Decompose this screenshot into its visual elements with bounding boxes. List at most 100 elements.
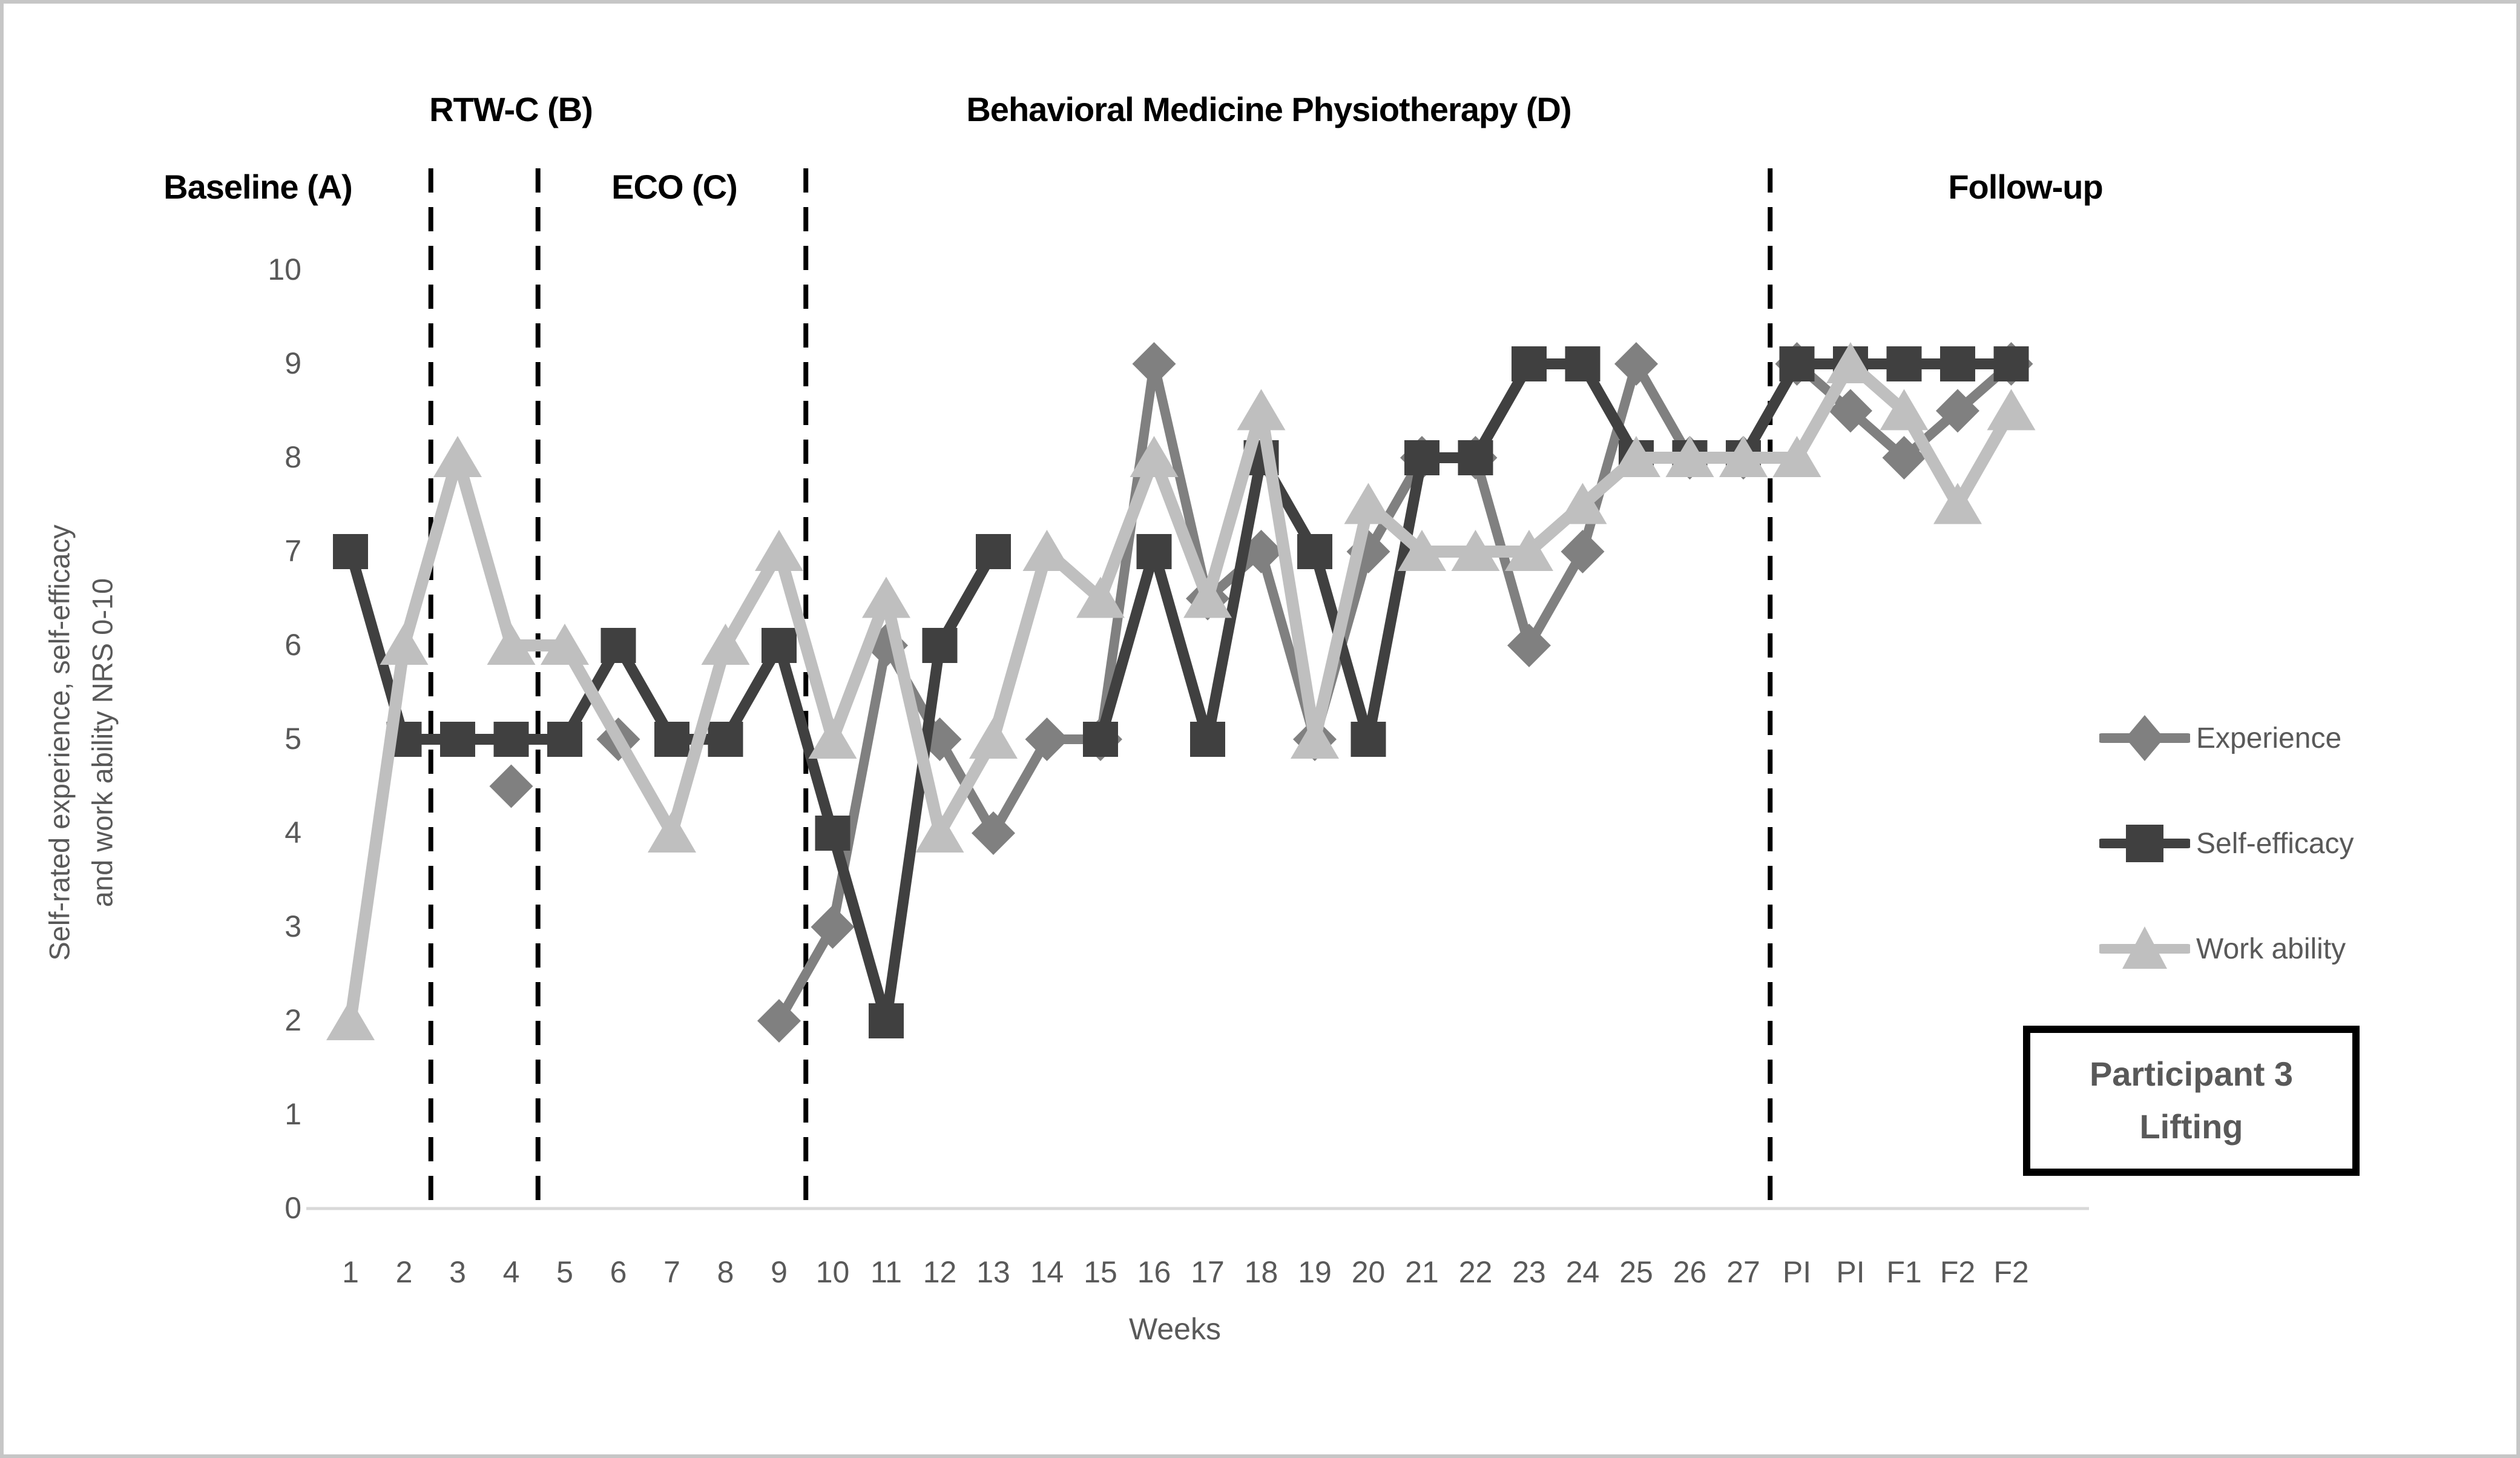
work-ability-triangle-marker xyxy=(755,530,803,571)
x-tick-label: 25 xyxy=(1619,1255,1653,1289)
x-tick-label: 15 xyxy=(1084,1255,1117,1289)
work-ability-triangle-marker xyxy=(1398,530,1446,571)
work-ability-triangle-marker xyxy=(1130,436,1179,477)
x-tick-label: 21 xyxy=(1405,1255,1439,1289)
work-ability-triangle-marker xyxy=(1665,436,1714,477)
work-ability-triangle-marker xyxy=(1344,483,1393,524)
self-efficacy-square-marker xyxy=(1136,534,1172,569)
phase-label-followup: Follow-up xyxy=(1948,168,2103,206)
work-ability-triangle-marker xyxy=(969,717,1018,759)
x-tick-label: 3 xyxy=(449,1255,466,1289)
work-ability-triangle-marker xyxy=(1022,530,1071,571)
work-ability-triangle-marker xyxy=(1451,530,1500,571)
experience-diamond-marker xyxy=(972,811,1015,855)
experience-diamond-marker xyxy=(757,999,801,1043)
work-ability-triangle-marker xyxy=(541,624,589,665)
work-ability-triangle-marker xyxy=(380,624,429,665)
work-ability-triangle-marker xyxy=(648,811,696,853)
self-efficacy-line xyxy=(1095,358,2017,745)
work-ability-triangle-marker xyxy=(1826,342,1875,383)
self-efficacy-square-marker xyxy=(1779,346,1815,381)
y-tick-label: 9 xyxy=(285,346,301,380)
experience-diamond-marker xyxy=(489,764,533,808)
x-tick-label: 10 xyxy=(816,1255,850,1289)
x-tick-label: F2 xyxy=(1993,1255,2028,1289)
x-tick-label: 20 xyxy=(1352,1255,1386,1289)
work-ability-triangle-marker xyxy=(1291,717,1339,759)
experience-diamond-marker xyxy=(1561,530,1605,573)
y-tick-label: 6 xyxy=(285,628,301,662)
x-tick-label: 17 xyxy=(1191,1255,1225,1289)
work-ability-triangle-marker xyxy=(487,624,536,665)
x-tick-label: 12 xyxy=(923,1255,957,1289)
x-tick-label: 5 xyxy=(556,1255,573,1289)
self-efficacy-square-marker xyxy=(654,722,689,757)
self-efficacy-square-marker xyxy=(815,816,850,851)
work-ability-triangle-marker xyxy=(326,999,375,1040)
x-tick-label: 2 xyxy=(396,1255,413,1289)
self-efficacy-square-marker xyxy=(869,1003,904,1038)
experience-line xyxy=(774,359,2016,1026)
self-efficacy-square-marker xyxy=(1940,346,1975,381)
x-tick-label: 24 xyxy=(1566,1255,1600,1289)
self-efficacy-line-square-icon xyxy=(2099,825,2190,862)
x-tick-label: 4 xyxy=(503,1255,520,1289)
y-tick-label: 7 xyxy=(285,534,301,568)
x-tick-label: 22 xyxy=(1459,1255,1493,1289)
y-tick-label: 8 xyxy=(285,440,301,474)
experience-diamond-marker xyxy=(1936,389,1979,433)
self-efficacy-square-marker xyxy=(1886,346,1922,381)
x-axis-title: Weeks xyxy=(1129,1312,1221,1346)
experience-line-diamond-icon xyxy=(2099,715,2190,761)
y-axis-title-line1: Self-rated experience, self-efficacy xyxy=(43,524,76,961)
x-tick-label: 26 xyxy=(1673,1255,1707,1289)
self-efficacy-square-marker xyxy=(1512,346,1547,381)
self-efficacy-square-marker xyxy=(333,534,368,569)
work-ability-triangle-marker xyxy=(1772,436,1821,477)
legend-item-self-efficacy: Self-efficacy xyxy=(2099,810,2499,877)
work-ability-triangle-marker xyxy=(1558,483,1607,524)
legend-item-experience: Experience xyxy=(2099,705,2499,771)
self-efficacy-square-marker xyxy=(1458,440,1493,475)
work-ability-triangle-marker xyxy=(915,811,964,853)
x-tick-label: 9 xyxy=(771,1255,788,1289)
legend-label-self-efficacy: Self-efficacy xyxy=(2196,827,2354,860)
y-tick-label: 4 xyxy=(285,816,301,849)
self-efficacy-square-marker xyxy=(762,628,797,663)
participant-box-line1: Participant 3 xyxy=(2089,1055,2294,1094)
work-ability-triangle-marker xyxy=(433,436,482,477)
work-ability-triangle-marker xyxy=(862,576,910,618)
self-efficacy-square-marker xyxy=(440,722,475,757)
self-efficacy-square-marker xyxy=(922,628,958,663)
experience-diamond-marker xyxy=(1882,436,1926,480)
x-tick-label: 11 xyxy=(870,1255,902,1289)
x-tick-label: 19 xyxy=(1298,1255,1332,1289)
y-tick-label: 10 xyxy=(268,252,301,286)
self-efficacy-square-marker xyxy=(1190,722,1225,757)
self-efficacy-square-marker xyxy=(1565,346,1600,381)
work-ability-triangle-marker xyxy=(1987,389,2036,430)
x-tick-label: 27 xyxy=(1726,1255,1760,1289)
work-ability-triangle-marker xyxy=(808,717,857,759)
phase-label-rtwc: RTW-C (B) xyxy=(429,90,593,128)
x-tick-label: 18 xyxy=(1245,1255,1278,1289)
participant-box: Participant 3 Lifting xyxy=(2023,1026,2360,1176)
x-tick-label: F1 xyxy=(1886,1255,1921,1289)
y-tick-label: 0 xyxy=(285,1191,301,1225)
experience-diamond-marker xyxy=(1025,717,1069,761)
work-ability-triangle-marker xyxy=(1612,436,1660,477)
self-efficacy-square-marker xyxy=(976,534,1011,569)
work-ability-triangle-marker xyxy=(1183,576,1232,618)
legend: Experience Self-efficacy Work ability xyxy=(2099,705,2499,1021)
experience-diamond-marker xyxy=(1614,342,1658,386)
x-tick-label: 8 xyxy=(717,1255,734,1289)
x-tick-label: F2 xyxy=(1940,1255,1975,1289)
work-ability-line-triangle-icon xyxy=(2099,926,2190,969)
y-tick-label: 2 xyxy=(285,1003,301,1037)
experience-diamond-marker xyxy=(1829,389,1872,433)
work-ability-triangle-marker xyxy=(1076,576,1125,618)
work-ability-triangle-marker xyxy=(1505,530,1553,571)
x-tick-label: PI xyxy=(1783,1255,1811,1289)
phase-label-baseline: Baseline (A) xyxy=(163,168,353,206)
